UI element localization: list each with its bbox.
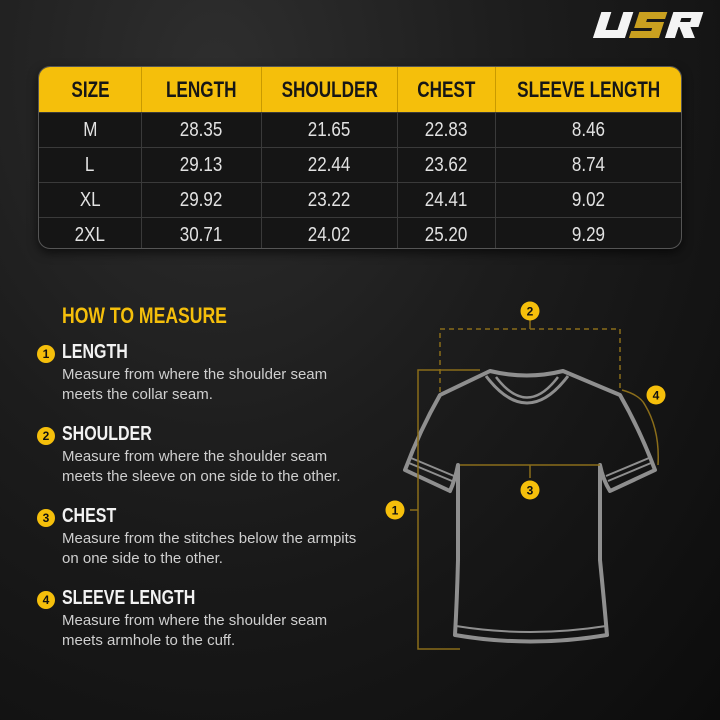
measure-item-title: SLEEVE LENGTH	[62, 587, 196, 609]
tshirt-outline	[403, 369, 657, 644]
header-label: LENGTH	[166, 76, 237, 102]
cell-value: 8.46	[571, 118, 606, 141]
table-cell: 22.83	[397, 113, 495, 147]
table-cell: L	[39, 148, 141, 182]
cell-value: 9.02	[571, 188, 606, 211]
number-badge-icon: 3	[37, 509, 55, 527]
table-cell: 30.71	[141, 218, 261, 248]
marker-4: 4	[646, 385, 666, 405]
cell-value: 29.13	[180, 153, 223, 176]
how-to-measure-title: HOW TO MEASURE	[62, 303, 227, 328]
table-cell: 24.02	[261, 218, 397, 248]
marker-circle	[646, 385, 666, 405]
table-cell: 8.74	[495, 148, 681, 182]
header-label: SHOULDER	[281, 76, 378, 102]
cell-value: 24.41	[425, 188, 468, 211]
measure-item-description: Measure from where the shoulder seam mee…	[62, 612, 328, 649]
number-badge-icon: 2	[37, 427, 55, 445]
marker-circle	[520, 301, 540, 321]
measure-item-title: LENGTH	[62, 341, 128, 363]
header-size: SIZE	[39, 67, 141, 112]
cell-value: 23.62	[425, 153, 468, 176]
table-cell: 21.65	[261, 113, 397, 147]
table-cell: 8.46	[495, 113, 681, 147]
table-cell: XL	[39, 183, 141, 217]
marker-number: 1	[392, 504, 399, 518]
table-cell: 23.22	[261, 183, 397, 217]
size-chart-table: SIZE LENGTH SHOULDER CHEST SLEEVE LENGTH…	[38, 66, 682, 249]
cell-value: 24.02	[308, 223, 351, 246]
cell-value: XL	[79, 188, 101, 211]
header-label: SIZE	[70, 76, 110, 102]
cell-value: 23.22	[308, 188, 351, 211]
marker-number: 2	[527, 305, 534, 319]
measure-item-title: SHOULDER	[62, 423, 152, 445]
cell-value: 30.71	[180, 223, 223, 246]
table-cell: 9.29	[495, 218, 681, 248]
measure-item-description: Measure from the stitches below the armp…	[62, 530, 357, 567]
marker-2: 2	[520, 301, 540, 321]
usr-logo	[592, 12, 704, 38]
cell-value: L	[85, 153, 95, 176]
table-cell: 29.13	[141, 148, 261, 182]
measure-item-title: CHEST	[62, 505, 117, 527]
table-cell: 23.62	[397, 148, 495, 182]
header-chest: CHEST	[397, 67, 495, 112]
marker-3: 3	[520, 480, 540, 500]
header-label: CHEST	[417, 76, 476, 102]
table-cell: 28.35	[141, 113, 261, 147]
table-cell: 24.41	[397, 183, 495, 217]
cell-value: 22.44	[308, 153, 351, 176]
cell-value: M	[82, 118, 98, 141]
cell-value: 28.35	[180, 118, 223, 141]
measure-item-description: Measure from where the shoulder seam mee…	[62, 366, 328, 403]
header-shoulder: SHOULDER	[261, 67, 397, 112]
cell-value: 25.20	[425, 223, 468, 246]
cell-value: 2XL	[74, 223, 106, 246]
table-cell: 9.02	[495, 183, 681, 217]
chest-line	[460, 464, 600, 478]
table-cell: 25.20	[397, 218, 495, 248]
cell-value: 21.65	[308, 118, 351, 141]
table-row: XL 29.92 23.22 24.41 9.02	[39, 182, 681, 217]
table-cell: M	[39, 113, 141, 147]
cell-value: 29.92	[180, 188, 223, 211]
table-row: 2XL 30.71 24.02 25.20 9.29	[39, 217, 681, 248]
header-length: LENGTH	[141, 67, 261, 112]
cell-value: 22.83	[425, 118, 468, 141]
header-sleeve-length: SLEEVE LENGTH	[495, 67, 681, 112]
sleeve-line	[621, 389, 659, 466]
measure-lines	[410, 320, 659, 650]
table-row: M 28.35 21.65 22.83 8.46	[39, 112, 681, 147]
marker-number: 3	[527, 484, 534, 498]
marker-circle	[520, 480, 540, 500]
number-badge-icon: 1	[37, 345, 55, 363]
marker-number: 4	[653, 389, 660, 403]
table-header-row: SIZE LENGTH SHOULDER CHEST SLEEVE LENGTH	[39, 67, 681, 112]
number-badge-icon: 4	[37, 591, 55, 609]
header-label: SLEEVE LENGTH	[516, 76, 661, 102]
cell-value: 9.29	[571, 223, 606, 246]
table-cell: 29.92	[141, 183, 261, 217]
table-row: L 29.13 22.44 23.62 8.74	[39, 147, 681, 182]
marker-circle	[385, 500, 405, 520]
table-cell: 22.44	[261, 148, 397, 182]
cell-value: 8.74	[571, 153, 606, 176]
measure-item-description: Measure from where the shoulder seam mee…	[62, 448, 341, 485]
table-cell: 2XL	[39, 218, 141, 248]
marker-1: 1	[385, 500, 405, 520]
length-line	[417, 369, 480, 650]
